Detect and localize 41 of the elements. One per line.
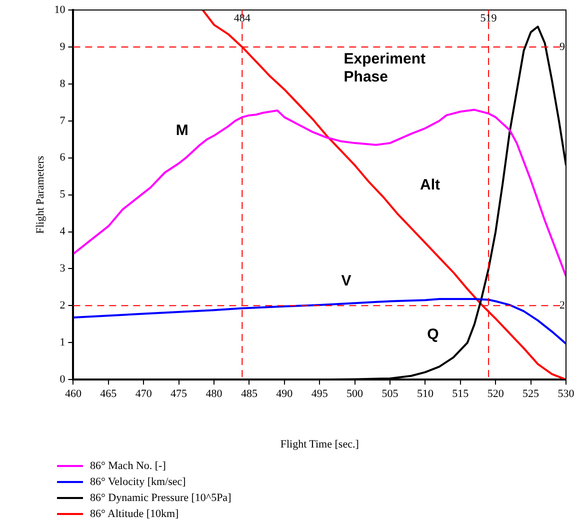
legend-label: 86° Velocity [km/sec] (90, 476, 186, 488)
x-tick-label: 460 (64, 388, 82, 400)
x-tick-label: 495 (311, 388, 328, 400)
y-tick-label: 0 (60, 373, 66, 386)
annotation: Q (427, 326, 440, 344)
y-tick-label: 6 (60, 152, 66, 164)
x-tick-label: 470 (135, 388, 152, 400)
legend-label: 86° Dynamic Pressure [10^5Pa] (90, 492, 232, 504)
annotation: Alt (420, 176, 440, 194)
y-tick-label: 1 (60, 336, 66, 349)
y-tick-label: 3 (60, 262, 66, 275)
ref-line-label: 519 (480, 12, 498, 24)
y-tick-label: 4 (60, 226, 66, 238)
ref-line-label: 484 (234, 12, 251, 24)
x-tick-label: 515 (452, 388, 470, 400)
annotation: M (176, 122, 188, 139)
x-tick-label: 505 (382, 388, 399, 400)
ref-line-label: 2 (560, 300, 565, 312)
y-tick-label: 9 (60, 40, 66, 53)
legend-label: 86° Altitude [10km] (90, 508, 179, 520)
x-tick-label: 500 (346, 388, 364, 400)
annotation: Experiment Phase (344, 50, 426, 86)
x-tick-label: 475 (170, 388, 188, 400)
legend-label: 86° Mach No. [-] (90, 460, 166, 472)
x-tick-label: 490 (276, 388, 294, 400)
x-tick-label: 525 (522, 388, 540, 400)
x-tick-label: 485 (240, 388, 258, 400)
y-tick-label: 7 (60, 114, 66, 127)
y-tick-label: 10 (54, 4, 66, 16)
x-tick-label: 530 (558, 388, 575, 400)
x-tick-label: 465 (100, 388, 118, 400)
y-tick-label: 2 (60, 300, 66, 312)
y-axis-title: Flight Parameters (34, 156, 46, 234)
y-tick-label: 8 (60, 78, 66, 90)
y-tick-label: 5 (60, 188, 66, 201)
x-tick-label: 510 (416, 388, 434, 400)
ref-line-label: 9 (560, 40, 566, 53)
x-axis-title: Flight Time [sec.] (280, 438, 359, 450)
annotation: V (341, 272, 352, 290)
x-tick-label: 520 (487, 388, 504, 400)
x-tick-label: 480 (206, 388, 223, 400)
